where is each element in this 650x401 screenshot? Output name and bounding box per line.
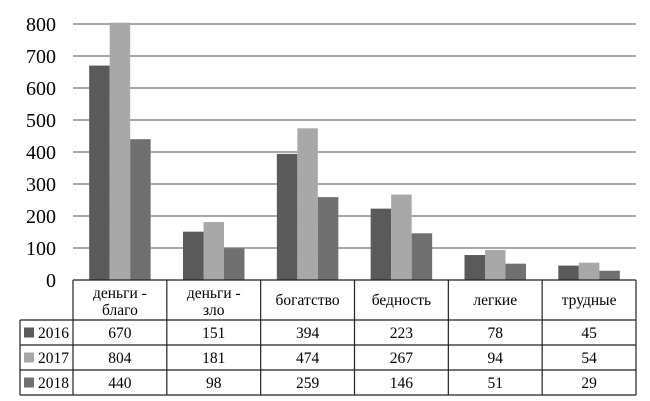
y-tick-label: 200: [26, 206, 56, 228]
table-value: 670: [108, 325, 132, 342]
table-value: 54: [581, 350, 597, 367]
bar: [224, 248, 245, 280]
bar: [276, 153, 298, 280]
y-axis: 0 100 200 300 400 500 600 700 800: [26, 14, 56, 292]
bars: [89, 22, 620, 280]
bar: [89, 65, 110, 280]
gridlines: [73, 23, 636, 249]
y-tick-label: 700: [26, 46, 56, 68]
legend-swatch: [24, 327, 34, 338]
x-category-label: легкие: [473, 292, 517, 309]
bar: [183, 231, 204, 280]
y-tick-label: 500: [26, 110, 56, 132]
table-value: 94: [488, 350, 504, 367]
table-value: 394: [296, 325, 320, 342]
table-value: 45: [581, 325, 597, 342]
bar: [599, 270, 620, 280]
table-value: 440: [108, 375, 132, 392]
table-value: 474: [296, 350, 320, 367]
table-value: 181: [202, 350, 225, 367]
legend-swatch: [24, 377, 34, 388]
x-category-label: богатство: [276, 292, 340, 309]
y-tick-label: 0: [46, 270, 56, 292]
bar: [464, 255, 485, 280]
table-value: 267: [390, 350, 414, 367]
bar: [297, 128, 318, 280]
table-value: 29: [581, 375, 597, 392]
bar: [130, 139, 151, 280]
y-tick-label: 400: [26, 142, 56, 164]
series-name: 2016: [38, 325, 69, 342]
x-category-label: деньги -зло: [187, 285, 241, 319]
bar: [505, 263, 526, 280]
y-tick-label: 800: [26, 14, 56, 36]
bar: [317, 197, 339, 280]
y-tick-label: 600: [26, 78, 56, 100]
table-value: 51: [488, 375, 504, 392]
bar: [109, 22, 131, 280]
y-tick-label: 300: [26, 174, 56, 196]
table-value: 804: [108, 350, 132, 367]
x-category-label: деньги -благо: [93, 285, 147, 319]
x-category-label: трудные: [562, 292, 617, 309]
bar: [370, 208, 392, 280]
bar: [485, 249, 506, 280]
table-value: 151: [202, 325, 225, 342]
bar: [578, 262, 600, 280]
data-table: деньги -благо деньги -зло богатство бедност…: [19, 279, 637, 396]
x-category-label: бедность: [372, 292, 431, 309]
bar: [203, 222, 224, 280]
y-tick-label: 100: [26, 238, 56, 260]
legend-swatch: [24, 352, 34, 363]
bar: [391, 194, 412, 280]
table-value: 223: [390, 325, 414, 342]
table-value: 98: [206, 375, 222, 392]
table-value: 78: [488, 325, 504, 342]
series-name: 2017: [38, 350, 69, 367]
bar: [558, 265, 579, 280]
table-value: 146: [390, 375, 414, 392]
table-value: 259: [296, 375, 320, 392]
bar: [411, 233, 433, 280]
series-name: 2018: [38, 375, 69, 392]
